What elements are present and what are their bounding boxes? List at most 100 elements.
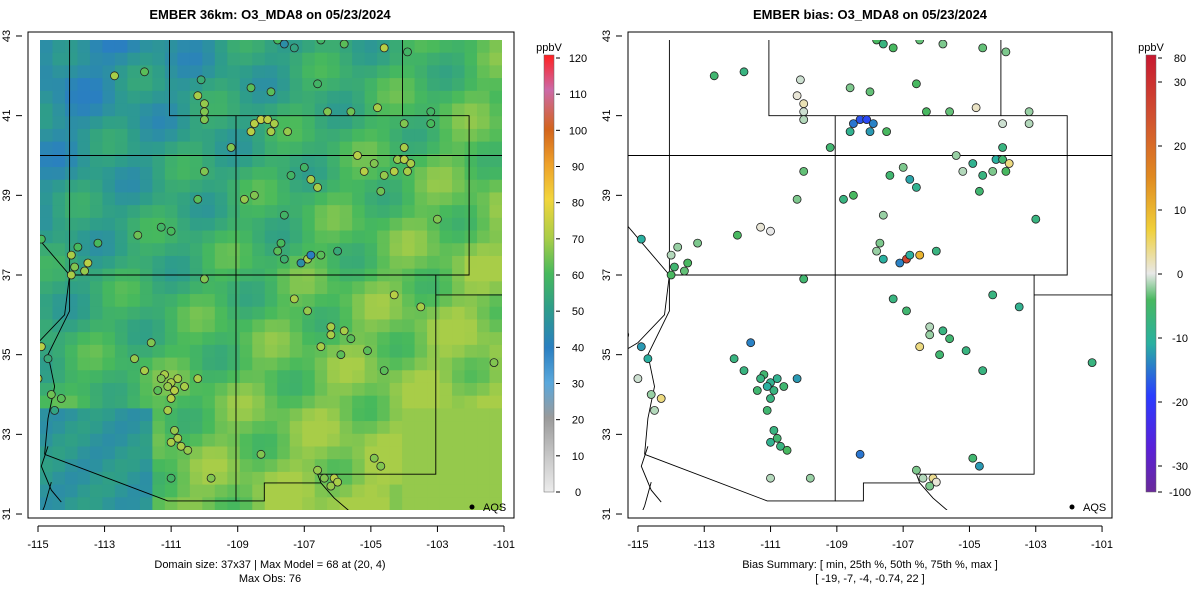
- model-grid-cell: [189, 382, 203, 397]
- model-grid-cell: [102, 243, 116, 257]
- obs-site-marker: [379, 366, 389, 376]
- model-grid-cell: [352, 52, 366, 66]
- model-grid-cell: [339, 433, 353, 448]
- model-grid-cell: [252, 484, 266, 498]
- model-grid-cell: [364, 52, 378, 66]
- obs-site-marker: [176, 441, 186, 451]
- model-grid-cell: [452, 192, 466, 206]
- model-grid-cell: [152, 446, 166, 460]
- colorbar-tick-label: 110: [569, 89, 587, 101]
- model-grid-cell: [264, 471, 278, 486]
- model-grid-cell: [264, 192, 278, 206]
- model-grid-cell: [89, 65, 104, 79]
- model-grid-cell: [377, 65, 391, 79]
- model-grid-cell: [302, 192, 316, 206]
- obs-site-marker: [196, 75, 206, 85]
- model-grid-cell: [402, 332, 416, 346]
- model-grid-cell: [277, 90, 291, 105]
- model-grid-cell: [214, 484, 228, 498]
- model-grid-cell: [64, 205, 79, 219]
- model-grid-cell: [164, 128, 178, 143]
- model-grid-cell: [289, 357, 303, 371]
- model-grid-cell: [464, 78, 478, 92]
- model-grid-cell: [289, 141, 303, 155]
- model-grid-cell: [352, 255, 366, 270]
- model-grid-cell: [202, 154, 216, 168]
- state-borders: [40, 40, 502, 510]
- model-grid-cell: [214, 90, 228, 105]
- model-grid-cell: [327, 433, 341, 448]
- model-grid-cell: [314, 192, 328, 206]
- obs-site-marker: [359, 166, 369, 176]
- model-grid-cell: [414, 408, 428, 422]
- model-grid-cell: [114, 167, 129, 181]
- model-grid-cell: [427, 154, 441, 168]
- model-grid-cell: [477, 103, 491, 117]
- model-grid-cell: [64, 294, 79, 308]
- model-grid-cell: [402, 90, 416, 105]
- model-grid-cell: [439, 230, 453, 244]
- model-grid-cell: [252, 128, 266, 143]
- boundary-line: [42, 481, 52, 510]
- x-tick-label: -107: [293, 539, 315, 551]
- model-grid-cell: [414, 52, 428, 66]
- model-grid-cell: [264, 306, 278, 321]
- model-grid-cell: [377, 52, 391, 66]
- model-grid-cell: [314, 65, 328, 79]
- x-tick-label: -115: [627, 539, 648, 551]
- model-grid-cell: [327, 167, 341, 181]
- model-grid-cell: [277, 408, 291, 422]
- model-grid-cell: [139, 128, 153, 143]
- model-grid-cell: [152, 243, 166, 257]
- model-grid-cell: [102, 306, 116, 321]
- model-grid-cell: [477, 90, 491, 105]
- obs-site-marker: [339, 40, 349, 49]
- model-grid-cell: [414, 446, 428, 460]
- model-grid-cell: [439, 192, 453, 206]
- model-grid-cell: [52, 179, 66, 194]
- model-grid-cell: [289, 90, 303, 105]
- model-grid-cell: [189, 141, 203, 155]
- model-grid-cell: [52, 357, 66, 371]
- model-grid-cell: [289, 319, 303, 333]
- bias-site-marker: [958, 166, 968, 176]
- x-tick-label: -113: [694, 539, 715, 551]
- bias-site-marker: [961, 346, 971, 356]
- model-grid-cell: [89, 179, 104, 194]
- model-grid-cell: [464, 370, 478, 384]
- model-grid-cell: [227, 281, 241, 295]
- bias-site-marker: [683, 258, 693, 268]
- bias-site-marker: [733, 230, 742, 240]
- model-grid-cell: [164, 357, 178, 371]
- model-grid-cell: [414, 217, 428, 232]
- model-grid-cell: [139, 90, 153, 105]
- model-grid-cell: [239, 90, 253, 105]
- model-grid-cell: [427, 332, 441, 346]
- y-tick-label: 39: [1, 189, 13, 201]
- model-grid-cell: [64, 319, 79, 333]
- model-grid-cell: [214, 179, 228, 194]
- model-grid-cell: [289, 243, 303, 257]
- model-grid-cell: [477, 421, 491, 435]
- model-grid-cell: [177, 421, 191, 435]
- model-grid-cell: [439, 433, 453, 448]
- bias-site-marker: [772, 374, 782, 384]
- model-grid-cell: [214, 217, 228, 232]
- model-grid-cell: [177, 281, 191, 295]
- obs-site-marker: [173, 374, 183, 384]
- model-grid-cell: [439, 459, 453, 473]
- bias-site-marker: [799, 274, 809, 284]
- model-grid-cell: [302, 141, 316, 155]
- model-grid-cell: [289, 78, 303, 92]
- model-grid-cell: [339, 128, 353, 143]
- obs-site-marker: [406, 159, 416, 168]
- model-grid-cell: [252, 471, 266, 486]
- model-grid-cell: [189, 497, 203, 510]
- model-grid-cell: [152, 433, 166, 448]
- model-grid-cell: [40, 497, 54, 510]
- model-grid-cell: [389, 446, 403, 460]
- model-grid-cell: [64, 484, 79, 498]
- bias-marker-legend: AQS: [1069, 502, 1106, 514]
- bias-site-marker: [796, 75, 805, 85]
- model-grid-cell: [427, 40, 441, 54]
